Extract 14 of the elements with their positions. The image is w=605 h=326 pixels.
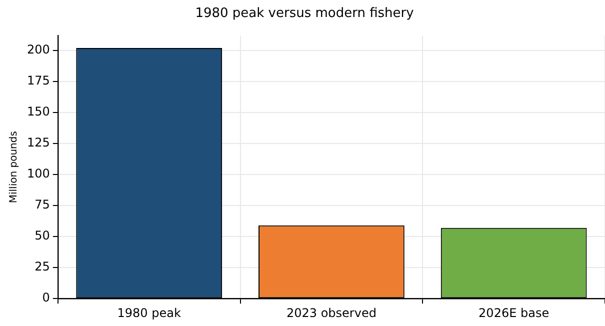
x-tick-label: 2023 observed — [286, 306, 376, 320]
y-tick-label: 175 — [27, 74, 50, 88]
y-tick-label: 200 — [27, 42, 50, 57]
y-tick-label: 75 — [34, 198, 50, 212]
y-tick-label: 125 — [27, 136, 50, 150]
y-tick-label: 100 — [27, 166, 50, 181]
chart-title: 1980 peak versus modern fishery — [195, 6, 414, 22]
y-tick-label: 25 — [34, 260, 50, 274]
y-tick-label: 0 — [42, 290, 50, 305]
y-tick-label: 150 — [27, 104, 50, 119]
y-axis-title: Million pounds — [8, 131, 20, 204]
x-tick-label: 2026E base — [478, 306, 550, 320]
x-tick-label: 1980 peak — [117, 306, 181, 320]
y-tick-label: 50 — [34, 228, 50, 243]
